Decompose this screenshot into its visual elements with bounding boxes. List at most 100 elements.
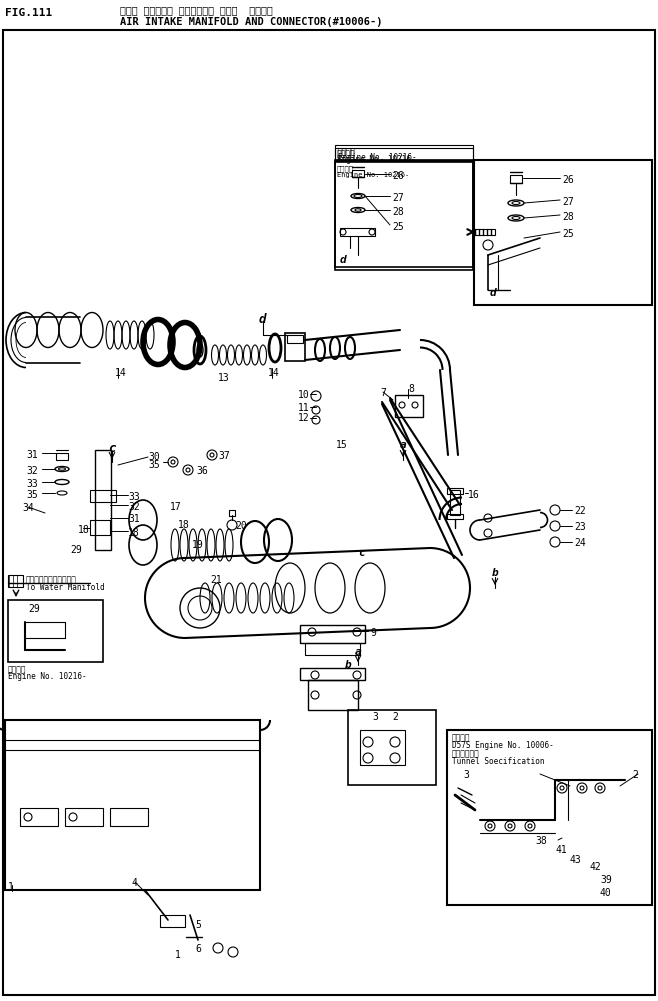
Bar	[8, 600, 103, 662]
Bar	[360, 730, 405, 765]
Text: 43: 43	[570, 855, 582, 865]
Text: 26: 26	[562, 175, 574, 185]
Text: 40: 40	[600, 888, 612, 898]
Text: 34: 34	[22, 503, 34, 513]
Text: 29: 29	[28, 604, 39, 614]
Text: a: a	[400, 440, 407, 450]
Text: 適用号機: 適用号機	[338, 147, 357, 156]
Bar	[450, 490, 460, 515]
Text: 9: 9	[370, 628, 376, 638]
Text: 14: 14	[115, 368, 127, 378]
Text: 16: 16	[468, 490, 480, 500]
Text: 33: 33	[26, 479, 38, 489]
Text: 適用号機: 適用号機	[337, 165, 354, 171]
Text: 37: 37	[218, 451, 230, 461]
Text: ウォータマニホールドへ: ウォータマニホールドへ	[26, 575, 77, 584]
Bar	[305, 643, 360, 655]
Text: 32: 32	[128, 502, 139, 512]
Text: 11: 11	[298, 403, 310, 413]
Bar	[110, 808, 148, 826]
Bar	[95, 450, 111, 550]
Text: 適用号機: 適用号機	[452, 733, 470, 742]
Text: 27: 27	[392, 193, 404, 203]
Text: d: d	[490, 288, 497, 298]
Text: 19: 19	[192, 540, 204, 550]
Text: d: d	[340, 255, 347, 265]
Text: 10: 10	[298, 390, 310, 400]
Text: 31: 31	[26, 450, 38, 460]
Text: 25: 25	[562, 229, 574, 239]
Bar	[90, 520, 110, 535]
Text: Tunnel Soecification: Tunnel Soecification	[452, 757, 545, 766]
Bar	[335, 162, 473, 267]
Bar	[447, 488, 463, 494]
Bar	[335, 145, 473, 160]
Text: 7: 7	[380, 388, 386, 398]
Text: 28: 28	[562, 212, 574, 222]
Text: Engine No. 10216-: Engine No. 10216-	[337, 172, 409, 178]
Bar	[340, 228, 375, 236]
Text: 25: 25	[392, 222, 404, 232]
Text: 21: 21	[210, 575, 222, 585]
Text: 26: 26	[392, 171, 404, 181]
Bar	[90, 490, 116, 502]
Text: 15: 15	[336, 440, 347, 450]
Text: 24: 24	[574, 538, 586, 548]
Bar	[160, 915, 185, 927]
Text: 14: 14	[268, 368, 280, 378]
Bar	[395, 395, 423, 417]
Text: 41: 41	[555, 845, 567, 855]
Text: 35: 35	[26, 490, 38, 500]
Bar	[56, 453, 68, 460]
Text: 42: 42	[590, 862, 602, 872]
Text: 20: 20	[235, 521, 247, 531]
Text: 5: 5	[195, 920, 201, 930]
Text: b: b	[345, 660, 352, 670]
Bar	[8, 575, 23, 587]
Text: 3: 3	[372, 712, 378, 722]
Text: 28: 28	[392, 207, 404, 217]
Bar	[65, 808, 103, 826]
Text: 30: 30	[148, 452, 160, 462]
Text: 6: 6	[195, 944, 201, 954]
Text: 4: 4	[132, 878, 138, 888]
Bar	[510, 175, 522, 183]
Text: c: c	[108, 442, 116, 455]
Text: 18: 18	[178, 520, 190, 530]
Bar	[335, 148, 473, 161]
Text: To Water Manifold: To Water Manifold	[26, 583, 105, 592]
Text: 17: 17	[170, 502, 182, 512]
Bar	[447, 514, 463, 519]
Text: 23: 23	[574, 522, 586, 532]
Bar	[447, 730, 652, 905]
Text: 1: 1	[175, 950, 181, 960]
Text: AIR INTAKE MANIFOLD AND CONNECTOR(#10006-): AIR INTAKE MANIFOLD AND CONNECTOR(#10006…	[120, 17, 382, 27]
Text: b: b	[492, 568, 499, 578]
Text: 1: 1	[8, 882, 14, 892]
Bar	[287, 335, 303, 343]
Text: 29: 29	[70, 545, 82, 555]
Text: 12: 12	[298, 413, 310, 423]
Bar	[285, 333, 305, 361]
Bar	[335, 160, 473, 270]
Text: D57S Engine No. 10006-: D57S Engine No. 10006-	[452, 741, 554, 750]
Text: Engine No. 10216-: Engine No. 10216-	[337, 155, 416, 164]
Bar	[20, 808, 58, 826]
Text: 22: 22	[574, 506, 586, 516]
Text: 18: 18	[128, 528, 139, 538]
Text: Engine No. 10216-: Engine No. 10216-	[338, 153, 417, 162]
Bar	[348, 710, 436, 785]
Text: エアー インテーク マニホールド オヨビ  コネクタ: エアー インテーク マニホールド オヨビ コネクタ	[120, 5, 273, 15]
Text: 35: 35	[148, 460, 160, 470]
Text: 32: 32	[26, 466, 38, 476]
Bar	[5, 720, 260, 890]
Text: 適用号機: 適用号機	[337, 149, 355, 158]
Bar	[300, 668, 365, 680]
Text: 18: 18	[78, 525, 89, 535]
Bar	[308, 680, 358, 710]
Text: 39: 39	[600, 875, 612, 885]
Bar	[300, 625, 365, 643]
Bar	[352, 170, 364, 177]
Text: 8: 8	[408, 384, 414, 394]
Text: 3: 3	[463, 770, 469, 780]
